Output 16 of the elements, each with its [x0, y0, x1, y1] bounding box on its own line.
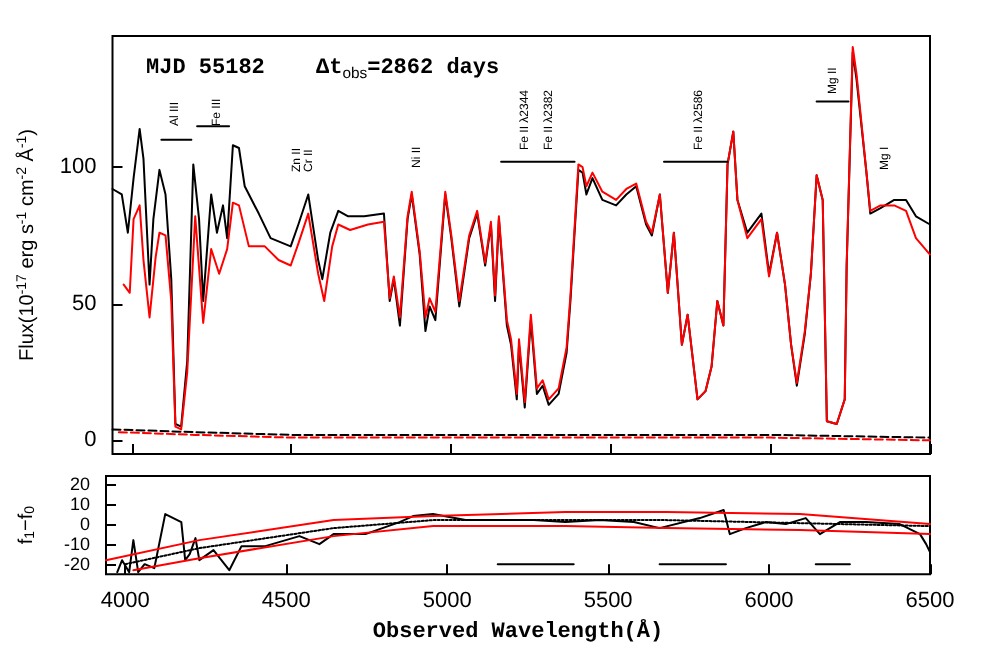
x-tick-label: 4000 — [100, 589, 150, 614]
annotation: MJD 55182 — [146, 57, 265, 81]
y-tick-label: 10 — [69, 494, 90, 515]
y-tick-label: -10 — [63, 534, 90, 555]
x-tick-label: 5500 — [583, 589, 633, 614]
x-tick-label: 4500 — [261, 589, 311, 614]
y-tick-label: 0 — [84, 428, 97, 453]
x-tick-label: 6500 — [905, 589, 955, 614]
y-tick-label: 100 — [59, 155, 97, 180]
y-tick-label: -20 — [63, 554, 90, 575]
x-tick-label: 5000 — [422, 589, 472, 614]
y-tick-label: 50 — [72, 291, 97, 316]
x-axis-title: Observed Wavelength(Å) — [372, 617, 664, 645]
y-tick-label: 20 — [69, 474, 90, 495]
x-tick-label: 6000 — [744, 589, 794, 614]
y-tick-label: 0 — [79, 514, 90, 535]
